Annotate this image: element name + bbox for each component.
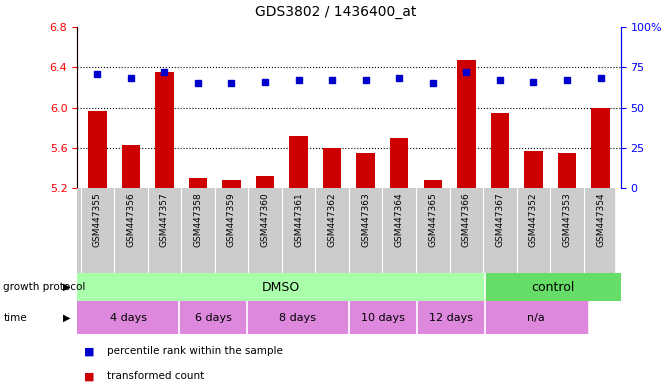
Bar [247, 301, 349, 334]
Text: GSM447358: GSM447358 [193, 192, 203, 247]
Text: n/a: n/a [527, 313, 545, 323]
Bar [189, 178, 207, 188]
Text: 12 days: 12 days [429, 313, 473, 323]
Text: ■: ■ [84, 371, 95, 381]
Text: GSM447354: GSM447354 [596, 192, 605, 247]
Bar [491, 113, 509, 188]
Bar [524, 151, 543, 188]
Text: ▶: ▶ [63, 313, 70, 323]
Text: 6 days: 6 days [195, 313, 231, 323]
Bar [457, 60, 476, 188]
Text: GSM447367: GSM447367 [495, 192, 505, 247]
Bar [121, 145, 140, 188]
Text: GSM447353: GSM447353 [562, 192, 572, 247]
Bar [323, 148, 342, 188]
Text: DMSO: DMSO [262, 281, 300, 293]
Text: GSM447364: GSM447364 [395, 192, 404, 247]
Bar [256, 176, 274, 188]
Text: control: control [531, 281, 574, 293]
Text: ▶: ▶ [63, 282, 70, 292]
Text: GSM447361: GSM447361 [294, 192, 303, 247]
Bar [155, 72, 174, 188]
Text: ■: ■ [84, 346, 95, 356]
Text: GSM447355: GSM447355 [93, 192, 102, 247]
Text: percentile rank within the sample: percentile rank within the sample [107, 346, 283, 356]
Bar [356, 153, 375, 188]
Bar [423, 180, 442, 188]
Bar [558, 153, 576, 188]
Text: transformed count: transformed count [107, 371, 205, 381]
Bar [77, 273, 485, 301]
Text: GSM447366: GSM447366 [462, 192, 471, 247]
Bar [485, 301, 586, 334]
Text: 8 days: 8 days [279, 313, 317, 323]
Text: growth protocol: growth protocol [3, 282, 86, 292]
Bar [485, 273, 621, 301]
Text: 10 days: 10 days [361, 313, 405, 323]
Bar [349, 301, 417, 334]
Bar [289, 136, 308, 188]
Bar [88, 111, 107, 188]
Text: GSM447357: GSM447357 [160, 192, 169, 247]
Bar [77, 301, 179, 334]
Text: GSM447360: GSM447360 [260, 192, 270, 247]
Text: 4 days: 4 days [109, 313, 147, 323]
Bar [222, 180, 241, 188]
Bar [390, 138, 409, 188]
Text: time: time [3, 313, 27, 323]
Text: GSM447352: GSM447352 [529, 192, 538, 247]
Text: GSM447359: GSM447359 [227, 192, 236, 247]
Bar [417, 301, 485, 334]
Bar [591, 108, 610, 188]
Text: GSM447365: GSM447365 [428, 192, 437, 247]
Text: GDS3802 / 1436400_at: GDS3802 / 1436400_at [255, 5, 416, 19]
Text: GSM447362: GSM447362 [327, 192, 337, 247]
Text: GSM447356: GSM447356 [126, 192, 136, 247]
Text: GSM447363: GSM447363 [361, 192, 370, 247]
Bar [179, 301, 247, 334]
